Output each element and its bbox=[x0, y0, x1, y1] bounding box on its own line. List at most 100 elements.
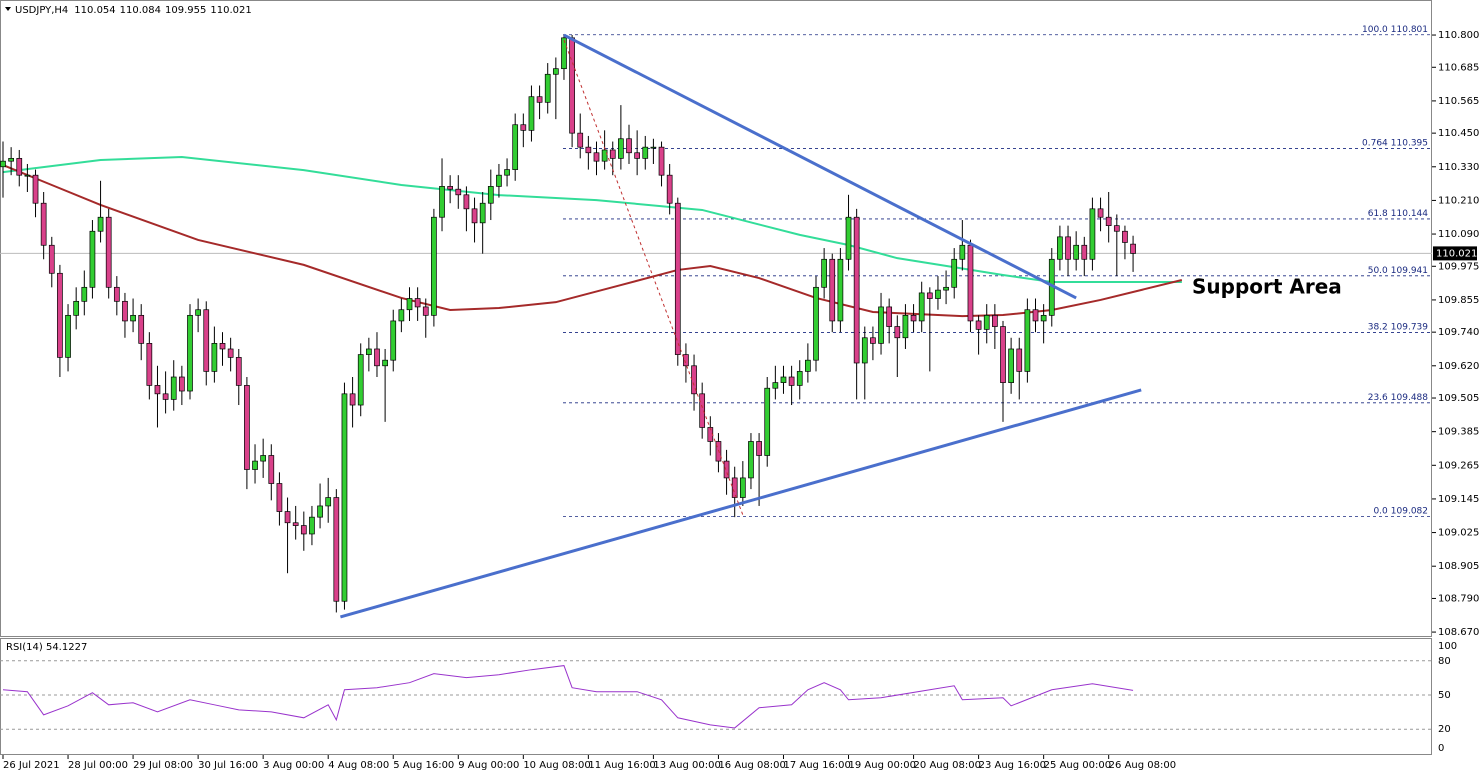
candle-body bbox=[252, 460, 258, 470]
candle-body bbox=[382, 359, 388, 367]
fib-price: 110.801 bbox=[1391, 24, 1428, 34]
candle-body bbox=[414, 298, 421, 308]
candle-body bbox=[203, 309, 210, 372]
rsi-tick-label: 20 bbox=[1438, 724, 1451, 735]
y-tick-label: 110.210 bbox=[1438, 195, 1479, 206]
candle-body bbox=[1040, 314, 1047, 322]
candle-body bbox=[113, 286, 120, 302]
y-tick-label: 110.330 bbox=[1438, 162, 1479, 173]
candle-body bbox=[439, 186, 445, 218]
y-tick-label: 110.800 bbox=[1438, 30, 1479, 41]
candle-body bbox=[105, 216, 112, 288]
fib-level: 0.0 bbox=[1373, 506, 1388, 516]
x-tick-label: 29 Jul 08:00 bbox=[133, 760, 193, 771]
candle-body bbox=[292, 522, 299, 526]
candle-body bbox=[455, 188, 462, 196]
candle-body bbox=[195, 309, 201, 316]
candle-body bbox=[886, 306, 893, 327]
candle-body bbox=[528, 96, 535, 131]
candle-body bbox=[447, 186, 453, 190]
rsi-panel bbox=[0, 638, 1432, 755]
candle-body bbox=[1105, 216, 1112, 226]
y-tick-label: 110.685 bbox=[1438, 62, 1479, 73]
candle-body bbox=[959, 244, 966, 260]
x-tick-label: 3 Aug 00:00 bbox=[263, 760, 324, 771]
current-price-box bbox=[1433, 246, 1477, 261]
candle-body bbox=[471, 208, 478, 224]
x-tick-label: 9 Aug 00:00 bbox=[458, 760, 519, 771]
candle-body bbox=[40, 202, 47, 246]
fib-level: 23.6 bbox=[1368, 392, 1388, 402]
candle-body bbox=[894, 326, 901, 339]
high: 110.084 bbox=[120, 5, 161, 16]
candle-body bbox=[674, 202, 681, 355]
header: USDJPY,H4 110.054 110.084 109.955 110.021 bbox=[15, 5, 252, 16]
candle-body bbox=[24, 174, 31, 177]
x-tick-label: 23 Aug 16:00 bbox=[979, 760, 1046, 771]
candle-body bbox=[967, 244, 974, 322]
candle-body bbox=[1122, 230, 1128, 243]
symbol: USDJPY,H4 bbox=[15, 5, 68, 16]
candle-body bbox=[805, 359, 811, 372]
candle-body bbox=[73, 300, 80, 316]
fib-level: 50.0 bbox=[1368, 265, 1388, 275]
trendline bbox=[563, 33, 1077, 300]
rsi-line bbox=[2, 665, 1134, 729]
candle-body bbox=[1057, 236, 1063, 260]
candle-body bbox=[504, 169, 510, 176]
candle-body bbox=[1097, 208, 1104, 218]
x-tick-label: 20 Aug 08:00 bbox=[914, 760, 981, 771]
x-tick-label: 28 Jul 00:00 bbox=[68, 760, 128, 771]
candle-body bbox=[593, 152, 600, 162]
candle-body bbox=[187, 314, 193, 392]
candle-body bbox=[406, 298, 413, 311]
menu-arrow[interactable] bbox=[5, 7, 11, 11]
annotation: Support Area bbox=[1192, 275, 1342, 299]
candle-body bbox=[81, 286, 88, 302]
candle-body bbox=[1000, 326, 1006, 383]
trendline bbox=[563, 39, 744, 516]
fib-label: 23.6 109.488 bbox=[1368, 392, 1429, 402]
candle-body bbox=[536, 96, 543, 103]
candle-body bbox=[609, 149, 616, 159]
candle-body bbox=[227, 348, 234, 358]
candle-body bbox=[780, 376, 787, 383]
candle-body bbox=[983, 314, 990, 330]
candle-body bbox=[853, 216, 860, 364]
candle-body bbox=[260, 455, 267, 462]
y-tick-label: 109.505 bbox=[1438, 393, 1479, 404]
candle-body bbox=[276, 483, 283, 512]
candle-body bbox=[902, 314, 909, 339]
x-tick-label: 30 Jul 16:00 bbox=[198, 760, 258, 771]
candle-body bbox=[951, 258, 958, 288]
candle-body bbox=[357, 354, 364, 406]
candle-body bbox=[1130, 243, 1136, 254]
candle-body bbox=[861, 337, 868, 364]
candle-body bbox=[1089, 208, 1096, 260]
candle-body bbox=[1024, 309, 1031, 372]
open: 110.054 bbox=[74, 5, 115, 16]
fib-price: 109.739 bbox=[1391, 322, 1428, 332]
fib-level: 61.8 bbox=[1368, 208, 1388, 218]
candle-body bbox=[162, 393, 169, 400]
current-price-label: 110.021 bbox=[1436, 248, 1477, 259]
rsi-label: RSI(14) 54.1227 bbox=[6, 642, 87, 653]
candle-body bbox=[463, 194, 470, 210]
candle-body bbox=[1016, 348, 1023, 372]
candle-body bbox=[65, 314, 71, 358]
candle-body bbox=[552, 68, 559, 75]
x-tick-label: 17 Aug 16:00 bbox=[783, 760, 850, 771]
candle-body bbox=[910, 314, 917, 322]
x-tick-label: 19 Aug 00:00 bbox=[849, 760, 916, 771]
candle-body bbox=[366, 348, 372, 355]
y-tick-label: 108.790 bbox=[1438, 593, 1479, 604]
main-panel bbox=[0, 0, 1432, 637]
x-tick-label: 25 Aug 00:00 bbox=[1044, 760, 1111, 771]
candle-body bbox=[374, 348, 380, 367]
candle-body bbox=[1008, 348, 1014, 383]
candle-body bbox=[544, 73, 551, 103]
candle-body bbox=[32, 174, 39, 204]
candle-body bbox=[1113, 225, 1120, 232]
candle-body bbox=[731, 477, 738, 498]
x-tick-label: 26 Aug 08:00 bbox=[1109, 760, 1176, 771]
